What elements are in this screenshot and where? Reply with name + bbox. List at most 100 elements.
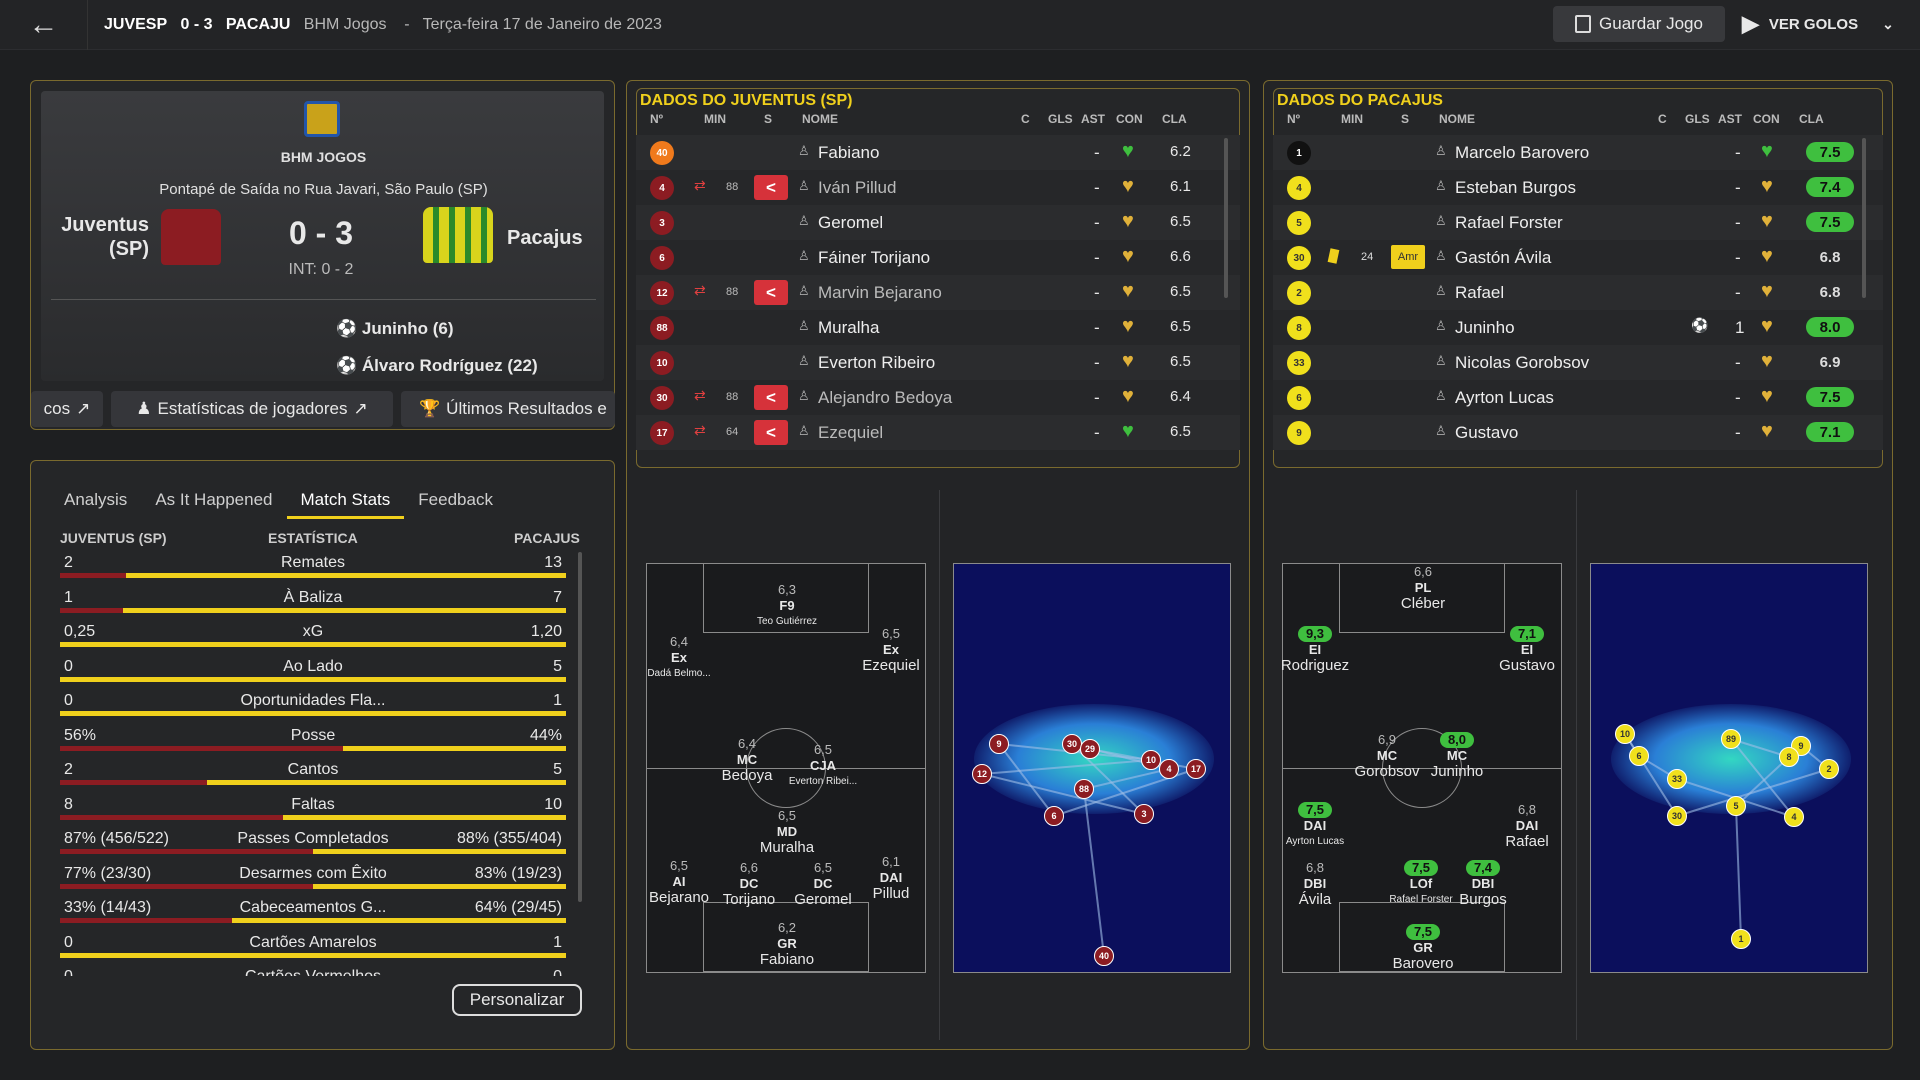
- player-name[interactable]: Fáiner Torijano: [818, 248, 931, 267]
- player-node[interactable]: 9: [989, 734, 1009, 754]
- away-table-scrollbar[interactable]: [1862, 138, 1866, 298]
- tab-match-stats[interactable]: Match Stats: [286, 484, 405, 519]
- player-name[interactable]: Muralha: [818, 318, 880, 337]
- player-node[interactable]: 4: [1784, 807, 1804, 827]
- player-row[interactable]: 40 ♙ Fabiano - ♥ 6.2: [636, 135, 1240, 170]
- formation-player[interactable]: 6,5 AI Bejarano: [619, 858, 739, 906]
- player-row[interactable]: 33 ♙ Nicolas Gorobsov - ♥ 6.9: [1273, 345, 1883, 380]
- player-name[interactable]: Alejandro Bedoya: [818, 388, 953, 407]
- formation-player[interactable]: 6,8 DBI Ávila: [1255, 860, 1375, 908]
- player-node[interactable]: 89: [1721, 729, 1741, 749]
- stat-bar-home: [60, 814, 283, 820]
- formation-player[interactable]: 6,5 MD Muralha: [727, 808, 847, 856]
- formation-player[interactable]: 6,1 DAI Pillud: [831, 854, 951, 902]
- player-name[interactable]: Esteban Burgos: [1455, 178, 1576, 197]
- formation-player[interactable]: 6,9 MC Gorobsov: [1327, 732, 1447, 780]
- formation-player[interactable]: 6,5 Ex Ezequiel: [831, 626, 951, 674]
- player-row[interactable]: 17 ⇄ 64 < ♙ Ezequiel - ♥ 6.5: [636, 415, 1240, 450]
- player-name[interactable]: Everton Ribeiro: [818, 353, 936, 372]
- player-node[interactable]: 12: [972, 764, 992, 784]
- player-node[interactable]: 2: [1819, 759, 1839, 779]
- chevron-down-icon[interactable]: ⌄: [1882, 15, 1894, 32]
- person-icon: ♙: [1435, 283, 1447, 298]
- player-name[interactable]: Ayrton Lucas: [1455, 388, 1554, 407]
- formation-player[interactable]: 9,3 EI Rodriguez: [1255, 626, 1375, 674]
- player-row[interactable]: 9 ♙ Gustavo - ♥ 7.1: [1273, 415, 1883, 450]
- tab-as-it-happened[interactable]: As It Happened: [155, 490, 273, 509]
- player-node[interactable]: 17: [1186, 759, 1206, 779]
- formation-player[interactable]: 6,8 DAI Rafael: [1467, 802, 1587, 850]
- player-stats-button[interactable]: ♟ Estatísticas de jogadores ↗: [111, 391, 393, 427]
- formation-player[interactable]: 6,5 DC Geromel: [763, 860, 883, 908]
- stat-bar: [60, 918, 566, 923]
- formation-player[interactable]: 6,4 MC Bedoya: [687, 736, 807, 784]
- formation-player[interactable]: 7,1 EI Gustavo: [1467, 626, 1587, 674]
- customize-button[interactable]: Personalizar: [452, 984, 582, 1016]
- view-goals-button[interactable]: ▶ VER GOLOS ⌄: [1742, 6, 1912, 42]
- player-node[interactable]: 30: [1062, 734, 1082, 754]
- tab-feedback[interactable]: Feedback: [418, 490, 493, 509]
- player-node[interactable]: 30: [1667, 806, 1687, 826]
- player-node[interactable]: 29: [1080, 739, 1100, 759]
- player-name[interactable]: Marcelo Barovero: [1455, 143, 1590, 162]
- player-row[interactable]: 5 ♙ Rafael Forster - ♥ 7.5: [1273, 205, 1883, 240]
- stat-home-value: 1: [64, 588, 73, 606]
- player-node[interactable]: 6: [1044, 806, 1064, 826]
- player-name[interactable]: Marvin Bejarano: [818, 283, 942, 302]
- player-row[interactable]: 6 ♙ Ayrton Lucas - ♥ 7.5: [1273, 380, 1883, 415]
- player-node[interactable]: 10: [1615, 724, 1635, 744]
- formation-player[interactable]: 6,2 GR Fabiano: [727, 920, 847, 968]
- player-node[interactable]: 5: [1726, 796, 1746, 816]
- player-row[interactable]: 1 ♙ Marcelo Barovero - ♥ 7.5: [1273, 135, 1883, 170]
- player-name[interactable]: Nicolas Gorobsov: [1455, 353, 1590, 372]
- formation-player[interactable]: 6,6 DC Torijano: [689, 860, 809, 908]
- player-name[interactable]: Iván Pillud: [818, 178, 897, 197]
- save-game-button[interactable]: Guardar Jogo: [1553, 6, 1725, 42]
- player-node[interactable]: 88: [1074, 779, 1094, 799]
- player-row[interactable]: 88 ♙ Muralha - ♥ 6.5: [636, 310, 1240, 345]
- tab-analysis[interactable]: Analysis: [64, 490, 128, 509]
- player-row[interactable]: 12 ⇄ 88 < ♙ Marvin Bejarano - ♥ 6.5: [636, 275, 1240, 310]
- player-node[interactable]: 33: [1667, 769, 1687, 789]
- player-node[interactable]: 8: [1779, 747, 1799, 767]
- formation-player[interactable]: 6,6 PL Cléber: [1363, 564, 1483, 612]
- player-row[interactable]: 4 ⇄ 88 < ♙ Iván Pillud - ♥ 6.1: [636, 170, 1240, 205]
- formation-player[interactable]: 6,3 F9 Teo Gutiérrez: [727, 582, 847, 630]
- player-row[interactable]: 2 ♙ Rafael - ♥ 6.8: [1273, 275, 1883, 310]
- player-node[interactable]: 10: [1141, 750, 1161, 770]
- player-row[interactable]: 4 ♙ Esteban Burgos - ♥ 7.4: [1273, 170, 1883, 205]
- player-row[interactable]: 6 ♙ Fáiner Torijano - ♥ 6.6: [636, 240, 1240, 275]
- player-row[interactable]: 30 24 Amr ♙ Gastón Ávila - ♥ 6.8: [1273, 240, 1883, 275]
- player-row[interactable]: 8 ♙ Juninho ⚽ 1 ♥ 8.0: [1273, 310, 1883, 345]
- player-row[interactable]: 30 ⇄ 88 < ♙ Alejandro Bedoya - ♥ 6.4: [636, 380, 1240, 415]
- player-name[interactable]: Rafael Forster: [1455, 213, 1563, 232]
- player-name[interactable]: Rafael: [1455, 283, 1505, 302]
- player-node[interactable]: 3: [1134, 804, 1154, 824]
- formation-player[interactable]: 8,0 MC Juninho: [1397, 732, 1517, 780]
- player-node[interactable]: 40: [1094, 946, 1114, 966]
- player-node[interactable]: 6: [1629, 746, 1649, 766]
- player-name[interactable]: Gastón Ávila: [1455, 248, 1552, 267]
- formation-player[interactable]: 7,5 GR Barovero: [1363, 924, 1483, 972]
- formation-player[interactable]: 6,5 CJA Everton Ribei...: [763, 742, 883, 790]
- player-node[interactable]: 4: [1159, 759, 1179, 779]
- player-row[interactable]: 3 ♙ Geromel - ♥ 6.5: [636, 205, 1240, 240]
- player-name[interactable]: Juninho: [1455, 318, 1515, 337]
- player-node[interactable]: 1: [1731, 929, 1751, 949]
- partial-link-button[interactable]: cos ↗: [31, 391, 103, 427]
- formation-player[interactable]: 7,5 LOf Rafael Forster: [1361, 860, 1481, 908]
- back-arrow-icon[interactable]: ←: [0, 0, 88, 50]
- home-table-scrollbar[interactable]: [1224, 138, 1228, 298]
- player-name[interactable]: Fabiano: [818, 143, 880, 162]
- stats-scrollbar[interactable]: [578, 552, 582, 902]
- player-name[interactable]: Ezequiel: [818, 423, 884, 442]
- formation-player[interactable]: 7,5 DAI Ayrton Lucas: [1255, 802, 1375, 850]
- formation-player[interactable]: 6,4 Ex Dadá Belmo...: [619, 634, 739, 682]
- analysis-tabs: Analysis As It Happened Match Stats Feed…: [50, 484, 507, 519]
- formation-player[interactable]: 7,4 DBI Burgos: [1423, 860, 1543, 908]
- last-results-button[interactable]: 🏆 Últimos Resultados e: [401, 391, 615, 427]
- player-name[interactable]: Geromel: [818, 213, 884, 232]
- player-name[interactable]: Gustavo: [1455, 423, 1519, 442]
- player-row[interactable]: 10 ♙ Everton Ribeiro - ♥ 6.5: [636, 345, 1240, 380]
- substitution-icon: ⇄: [694, 177, 706, 193]
